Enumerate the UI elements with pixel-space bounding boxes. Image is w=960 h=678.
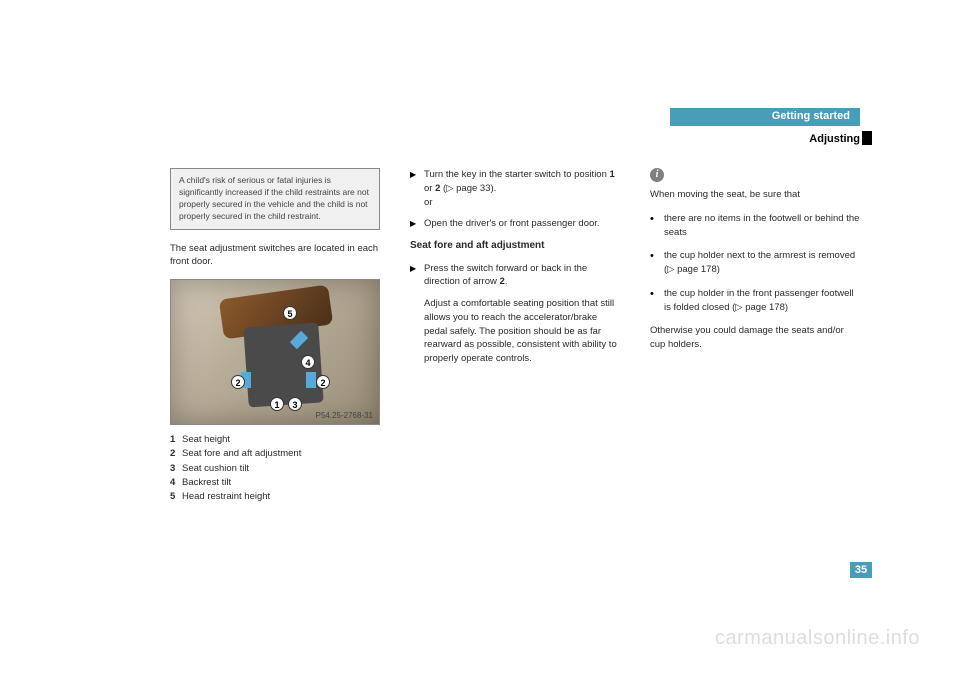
column-3: i When moving the seat, be sure that the… xyxy=(650,168,860,504)
step-text: Turn the key in the starter switch to po… xyxy=(424,169,610,180)
callout-1: 1 xyxy=(270,397,284,411)
list-item: the cup holder in the front passenger fo… xyxy=(650,287,860,315)
arrow-graphic xyxy=(306,372,316,388)
legend-num: 2 xyxy=(170,447,182,461)
legend-num: 5 xyxy=(170,490,182,504)
watermark-text: carmanualsonline.info xyxy=(715,627,920,650)
section-title: Getting started xyxy=(772,110,850,122)
legend-item: 5Head restraint height xyxy=(170,490,380,504)
column-2: Turn the key in the starter switch to po… xyxy=(410,168,620,504)
legend-text: Head restraint height xyxy=(182,491,270,502)
info-outro: Otherwise you could damage the seats and… xyxy=(650,324,860,352)
legend-text: Backrest tilt xyxy=(182,477,231,488)
legend-num: 3 xyxy=(170,462,182,476)
step-ref: 1 xyxy=(610,169,615,180)
info-intro: When moving the seat, be sure that xyxy=(650,188,860,202)
step-or: or xyxy=(424,196,620,210)
content-columns: A child's risk of serious or fatal injur… xyxy=(170,168,860,504)
step-text: (▷ page 33). xyxy=(440,183,496,194)
legend-item: 2Seat fore and aft adjustment xyxy=(170,447,380,461)
instruction-step: Press the switch forward or back in the … xyxy=(410,262,620,290)
page-container: Getting started Adjusting A child's risk… xyxy=(0,0,960,678)
list-item: there are no items in the footwell or be… xyxy=(650,212,860,240)
legend-text: Seat cushion tilt xyxy=(182,463,249,474)
image-label: P54.25-2768-31 xyxy=(316,410,373,422)
info-icon: i xyxy=(650,168,664,182)
step-text: or xyxy=(424,183,435,194)
legend-text: Seat height xyxy=(182,434,230,445)
legend-text: Seat fore and aft adjustment xyxy=(182,448,301,459)
callout-5: 5 xyxy=(283,306,297,320)
legend-item: 3Seat cushion tilt xyxy=(170,462,380,476)
info-list: there are no items in the footwell or be… xyxy=(650,212,860,315)
callout-2: 2 xyxy=(231,375,245,389)
subtitle-block xyxy=(862,131,872,145)
instruction-step: Turn the key in the starter switch to po… xyxy=(410,168,620,209)
column-1: A child's risk of serious or fatal injur… xyxy=(170,168,380,504)
legend-item: 4Backrest tilt xyxy=(170,476,380,490)
step-text: . xyxy=(505,276,508,287)
instruction-detail: Adjust a comfortable seating position th… xyxy=(410,297,620,366)
list-item: the cup holder next to the armrest is re… xyxy=(650,249,860,277)
instruction-step: Open the driver's or front passenger doo… xyxy=(410,217,620,231)
seat-switch-figure: 5 4 2 2 1 3 P54.25-2768-31 xyxy=(170,279,380,425)
legend-num: 4 xyxy=(170,476,182,490)
intro-paragraph: The seat adjustment switches are located… xyxy=(170,242,380,270)
page-number: 35 xyxy=(850,562,872,578)
warning-box: A child's risk of serious or fatal injur… xyxy=(170,168,380,230)
figure-legend: 1Seat height 2Seat fore and aft adjustme… xyxy=(170,433,380,504)
callout-2b: 2 xyxy=(316,375,330,389)
callout-3: 3 xyxy=(288,397,302,411)
section-heading: Seat fore and aft adjustment xyxy=(410,239,620,254)
section-subtitle: Adjusting xyxy=(809,133,860,145)
legend-item: 1Seat height xyxy=(170,433,380,447)
legend-num: 1 xyxy=(170,433,182,447)
callout-4: 4 xyxy=(301,355,315,369)
